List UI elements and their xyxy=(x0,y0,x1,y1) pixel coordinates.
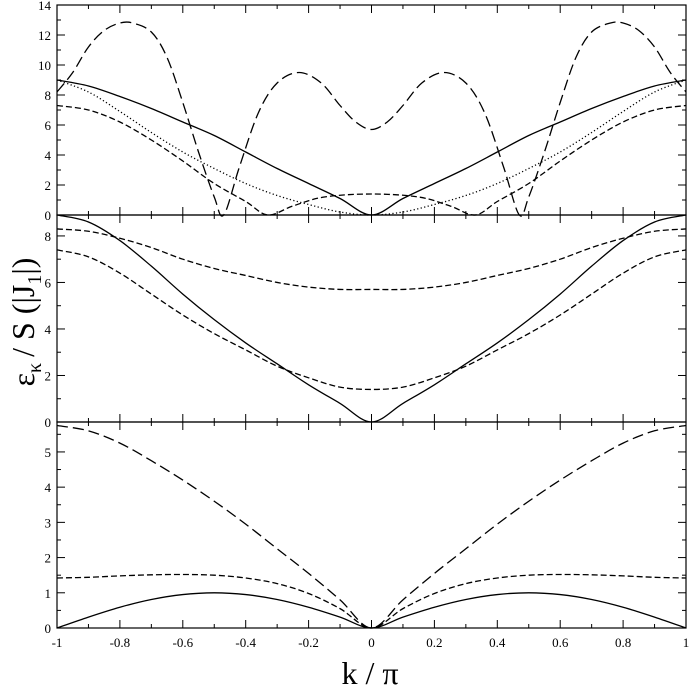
y-tick-label-top: 10 xyxy=(38,58,51,73)
y-tick-label-middle: 8 xyxy=(45,229,52,244)
y-axis-title-sub-one: 1 xyxy=(24,275,46,285)
series-line-middle-2 xyxy=(56,228,687,291)
x-tick-label: -0.4 xyxy=(235,635,256,650)
y-tick-label-top: 6 xyxy=(45,118,52,133)
series-line-top-0 xyxy=(56,79,687,216)
panel-frame-bottom xyxy=(56,421,687,629)
x-tick-label: -1 xyxy=(52,635,63,650)
series-line-top-2 xyxy=(56,104,687,216)
svg-text:εκ/ S (|J1|): εκ / S (|J1|) xyxy=(5,258,46,387)
y-tick-label-bottom: 4 xyxy=(45,480,52,495)
y-tick-label-top: 12 xyxy=(38,28,51,43)
panel-frame-top xyxy=(56,4,687,216)
panel-bottom: 0 1 2 3 4 5 -1 -0.8 -0.6 -0.4 -0.2 0 0.2 0.4 0.6 0.8 1 xyxy=(45,421,690,650)
x-tick-label: 0.8 xyxy=(615,635,631,650)
y-tick-label-top: 4 xyxy=(45,148,52,163)
x-tick-label: -0.6 xyxy=(173,635,194,650)
y-tick-label-top: 2 xyxy=(45,178,52,193)
y-tick-label-top: 8 xyxy=(45,88,52,103)
series-line-top-3 xyxy=(56,21,687,217)
y-axis-title-sub-kappa: κ xyxy=(24,363,46,373)
x-tick-label: -0.2 xyxy=(298,635,319,650)
panel-frame-middle xyxy=(56,214,687,423)
y-axis-title: εκ / S (|J1|) xyxy=(5,258,46,387)
x-tick-label: 0 xyxy=(368,635,375,650)
y-tick-label-bottom: 5 xyxy=(45,445,52,460)
y-tick-label-middle: 2 xyxy=(45,368,52,383)
y-tick-label-bottom: 0 xyxy=(45,621,52,636)
y-tick-label-top: 0 xyxy=(45,208,52,223)
y-axis-title-end: |) xyxy=(5,258,41,275)
y-tick-label-middle: 4 xyxy=(45,322,52,337)
x-tick-label: 1 xyxy=(683,635,690,650)
x-tick-label: -0.8 xyxy=(110,635,131,650)
y-axis-title-epsilon: ε xyxy=(5,373,41,386)
series-line-bottom-2 xyxy=(56,424,687,629)
x-tick-label: 0.2 xyxy=(426,635,442,650)
y-axis-title-mid: / S (|J xyxy=(5,285,41,357)
series-line-bottom-1 xyxy=(56,573,687,629)
panel-middle: 0 2 4 6 8 xyxy=(45,214,687,430)
y-tick-label-middle: 0 xyxy=(45,415,52,430)
y-tick-label-bottom: 1 xyxy=(45,586,52,601)
panel-top: 0 2 4 6 8 10 12 14 xyxy=(38,0,687,223)
y-tick-label-top: 14 xyxy=(38,0,52,13)
series-line-top-1 xyxy=(56,79,687,216)
y-tick-label-bottom: 3 xyxy=(45,515,52,530)
x-tick-label: 0.4 xyxy=(489,635,506,650)
series-line-middle-1 xyxy=(56,249,687,391)
x-axis-title: k / π xyxy=(341,655,398,691)
y-tick-label-middle: 6 xyxy=(45,275,52,290)
series-line-middle-0 xyxy=(56,214,687,423)
x-tick-label: 0.6 xyxy=(552,635,569,650)
y-tick-label-bottom: 2 xyxy=(45,551,52,566)
